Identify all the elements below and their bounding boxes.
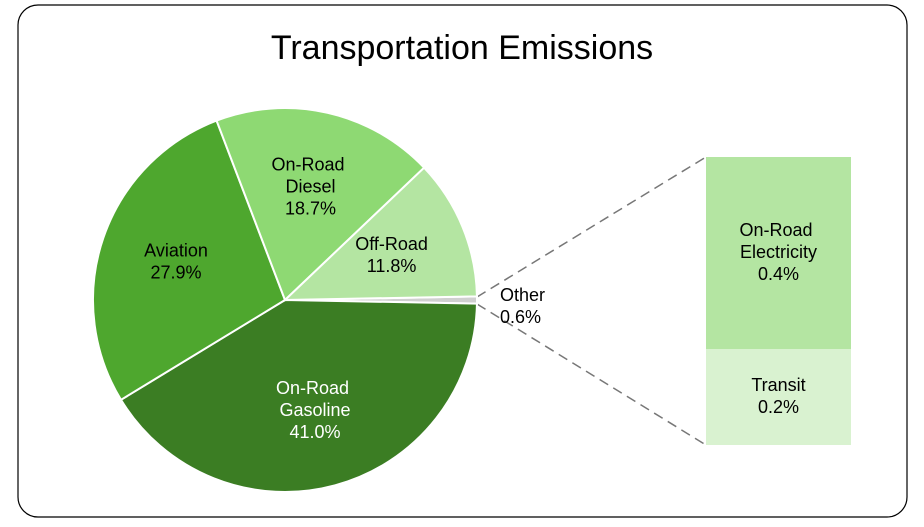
data-label-name: On-Road Diesel (271, 154, 349, 196)
data-label-name: Other (500, 285, 545, 305)
bar-segment (706, 349, 851, 445)
data-label-name: On-Road Gasoline (276, 378, 354, 420)
data-label-value: 0.2% (758, 397, 799, 417)
data-label-value: 18.7% (285, 198, 336, 218)
pie-slice (282, 166, 478, 302)
data-label-name: Off-Road (355, 234, 428, 254)
connector-line (476, 156, 707, 298)
connector-line (476, 303, 707, 446)
data-label-value: 41.0% (290, 422, 341, 442)
data-label-name: On-Road Electricity (739, 220, 817, 262)
pie-slice (119, 298, 478, 493)
data-label-value: 0.4% (758, 264, 799, 284)
data-label-name: Transit (751, 375, 805, 395)
data-label-name: Aviation (144, 240, 208, 260)
data-label-value: 11.8% (367, 256, 417, 276)
chart-title: Transportation Emissions (271, 29, 653, 67)
bar-segment (706, 157, 851, 349)
data-label-value: 27.9% (150, 262, 201, 282)
pie-slice (92, 119, 287, 402)
pie-slice (215, 107, 426, 302)
data-label-value: 0.6% (500, 307, 541, 327)
